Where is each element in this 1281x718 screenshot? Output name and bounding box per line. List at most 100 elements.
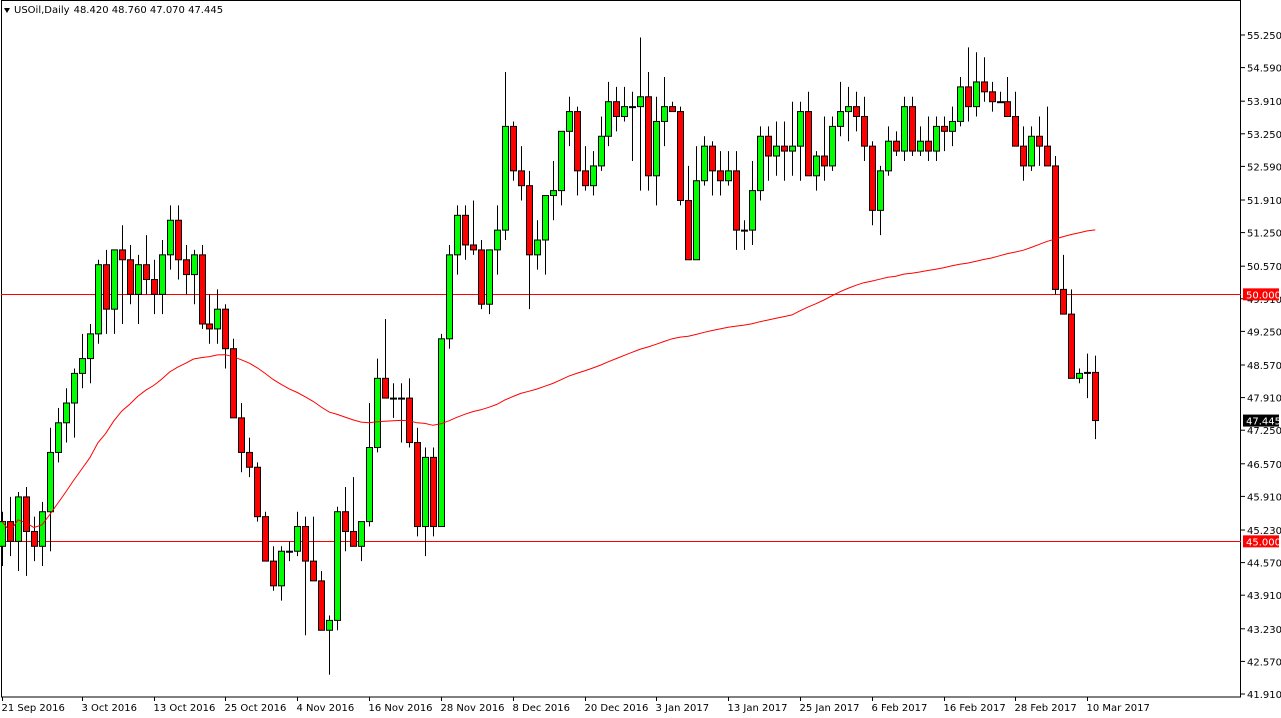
y-tick-label: 44.570	[1247, 559, 1281, 570]
bear-candle	[310, 560, 317, 582]
bull-candle	[422, 456, 429, 528]
plot-frame	[1, 0, 1241, 698]
moving-average-line	[1, 229, 1096, 533]
last-price-tag	[1243, 414, 1279, 427]
bull-candle	[550, 190, 557, 197]
y-tick-label: 41.910	[1247, 690, 1281, 701]
bull-candle	[661, 106, 668, 122]
bull-candle	[749, 190, 756, 231]
triangle-down-icon	[4, 7, 10, 13]
y-tick-label: 51.910	[1247, 196, 1281, 207]
bull-candle	[55, 422, 62, 453]
bull-candle	[637, 96, 644, 108]
y-tick-label: 43.910	[1247, 591, 1281, 602]
bull-candle	[63, 402, 70, 424]
bear-candle	[127, 259, 134, 295]
bull-candle	[757, 135, 764, 192]
bear-candle	[1060, 288, 1067, 315]
y-tick-label: 47.910	[1247, 394, 1281, 405]
level-price-label: 45.000	[1246, 537, 1281, 548]
bull-candle	[334, 511, 341, 621]
bull-candle	[494, 229, 501, 251]
bear-candle	[709, 145, 716, 172]
bull-candle	[693, 180, 700, 261]
bull-candle	[167, 219, 174, 256]
bear-candle	[222, 308, 229, 350]
bear-candle	[206, 323, 213, 330]
bull-candle	[741, 229, 748, 232]
bear-candle	[262, 516, 269, 562]
bull-candle	[957, 86, 964, 122]
bull-candle	[135, 264, 142, 295]
bear-candle	[613, 101, 620, 118]
bull-candle	[701, 145, 708, 182]
bull-candle	[558, 130, 565, 192]
bear-candle	[1036, 135, 1043, 147]
x-tick-label: 28 Nov 2016	[441, 703, 505, 714]
x-tick-label: 21 Sep 2016	[2, 703, 65, 714]
y-tick-label: 43.230	[1247, 625, 1281, 636]
bull-candle	[598, 135, 605, 167]
bear-candle	[183, 259, 190, 276]
y-tick-label: 47.250	[1247, 426, 1281, 437]
bull-candle	[885, 140, 892, 172]
level-price-tag	[1243, 288, 1279, 301]
y-tick-label: 55.250	[1247, 31, 1281, 42]
bear-candle	[382, 377, 389, 399]
bear-candle	[254, 466, 261, 518]
bear-candle	[175, 219, 182, 261]
bull-candle	[358, 521, 365, 547]
x-tick-label: 25 Oct 2016	[225, 703, 287, 714]
bull-candle	[813, 155, 820, 177]
y-tick-label: 49.250	[1247, 327, 1281, 338]
bull-candle	[87, 333, 94, 360]
bear-candle	[989, 91, 996, 103]
y-tick-label: 51.250	[1247, 229, 1281, 240]
bull-candle	[294, 526, 301, 552]
x-tick-label: 3 Oct 2016	[82, 703, 137, 714]
level-price-label: 50.000	[1246, 290, 1281, 301]
bull-candle	[374, 377, 381, 448]
bull-candle	[326, 619, 333, 631]
x-tick-label: 16 Nov 2016	[369, 703, 433, 714]
bear-candle	[853, 106, 860, 118]
bull-candle	[621, 106, 628, 118]
x-tick-label: 13 Oct 2016	[154, 703, 216, 714]
x-tick-label: 28 Feb 2017	[1015, 703, 1077, 714]
bear-candle	[478, 249, 485, 305]
bear-candle	[1092, 371, 1099, 422]
bull-candle	[214, 308, 221, 330]
bull-candle	[837, 111, 844, 127]
bear-candle	[31, 530, 38, 547]
x-tick-label: 4 Nov 2016	[297, 703, 355, 714]
y-tick-label: 45.230	[1247, 526, 1281, 537]
bear-candle	[1020, 145, 1027, 167]
bear-candle	[893, 140, 900, 152]
bear-candle	[805, 111, 812, 177]
bear-candle	[1044, 145, 1051, 167]
bear-candle	[1012, 116, 1019, 147]
bear-candle	[861, 116, 868, 147]
bear-candle	[199, 254, 206, 325]
bull-candle	[797, 111, 804, 147]
symbol-label: USOil,Daily	[14, 5, 70, 16]
bear-candle	[574, 111, 581, 172]
bull-candle	[901, 106, 908, 152]
level-price-tag	[1243, 535, 1279, 548]
bear-candle	[23, 496, 30, 532]
y-tick-label: 50.570	[1247, 262, 1281, 273]
bear-candle	[119, 249, 126, 261]
bull-candle	[973, 81, 980, 108]
bull-candle	[773, 145, 780, 157]
bull-candle	[566, 111, 573, 132]
bull-candle	[486, 249, 493, 305]
bear-candle	[582, 170, 589, 187]
bull-candle	[191, 254, 198, 276]
bull-candle	[1028, 135, 1035, 167]
bear-candle	[430, 456, 437, 528]
bear-candle	[462, 214, 469, 246]
bear-candle	[781, 145, 788, 152]
bull-candle	[605, 101, 612, 137]
